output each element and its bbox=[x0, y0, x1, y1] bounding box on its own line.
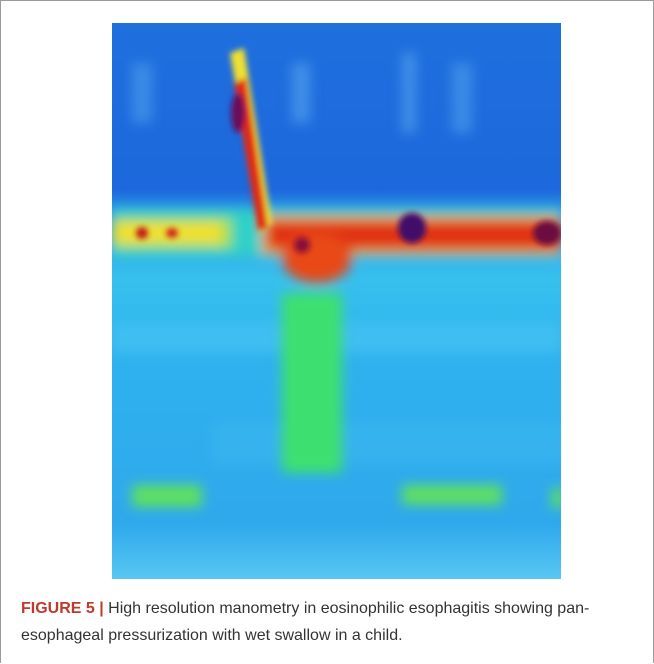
figure-caption: FIGURE 5 | High resolution manometry in … bbox=[21, 595, 641, 649]
manometry-image bbox=[112, 23, 561, 579]
figure-label: FIGURE 5 | bbox=[21, 600, 104, 617]
caption-text: High resolution manometry in eosinophili… bbox=[21, 600, 590, 644]
